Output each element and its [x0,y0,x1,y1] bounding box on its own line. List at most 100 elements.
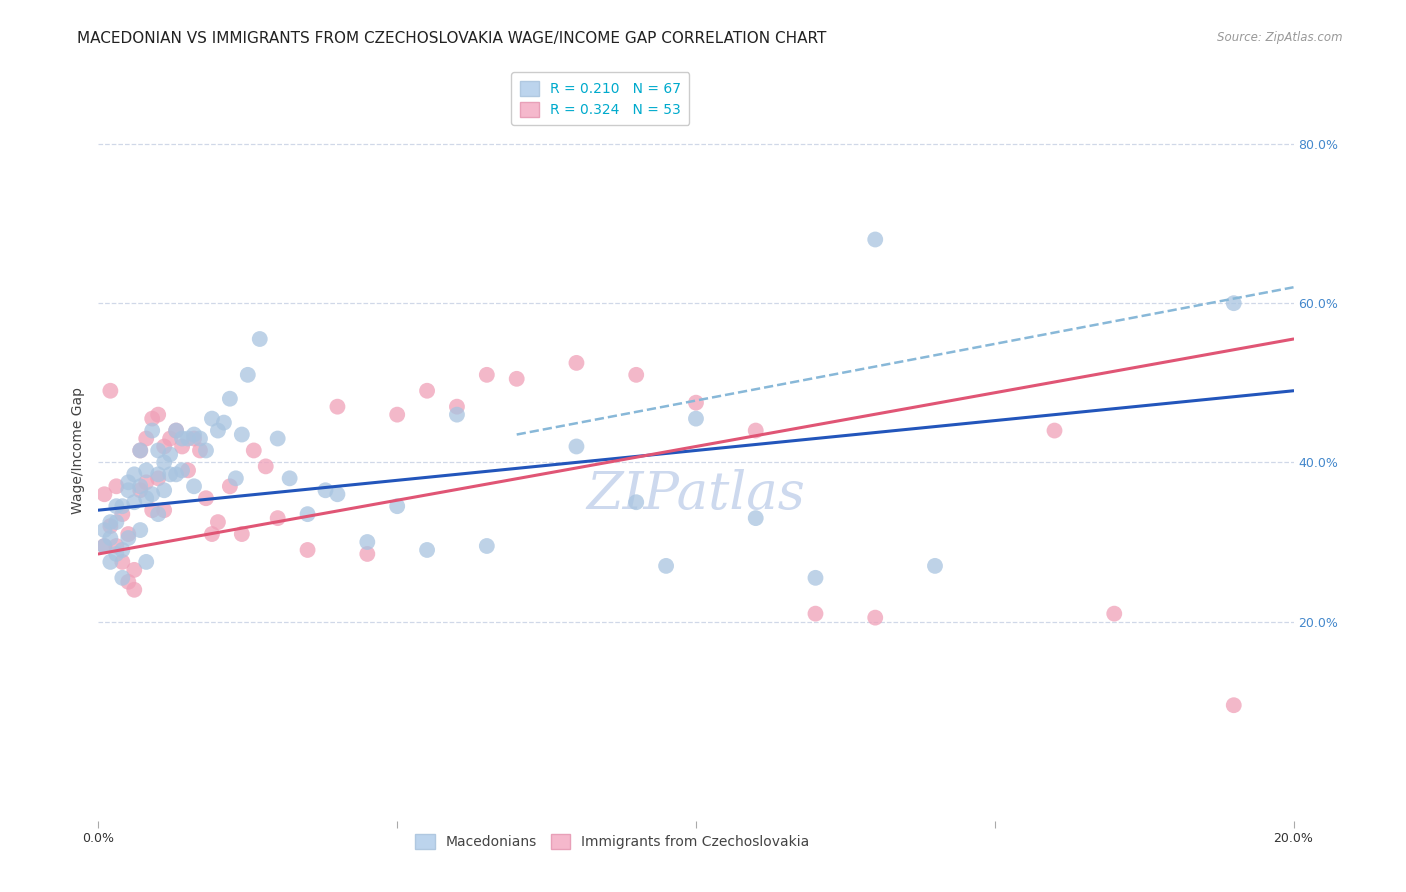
Text: Source: ZipAtlas.com: Source: ZipAtlas.com [1218,31,1343,45]
Point [117,527,139,541]
Point [1223,296,1246,310]
Point [201,411,224,425]
Point [804,607,827,621]
Point [93,539,115,553]
Point [135,432,157,446]
Point [141,503,163,517]
Point [475,368,498,382]
Point [356,535,378,549]
Point [93,539,115,553]
Point [865,610,887,624]
Point [183,427,205,442]
Point [129,483,152,498]
Point [1104,607,1126,621]
Point [111,555,134,569]
Point [356,547,378,561]
Point [201,527,224,541]
Point [141,424,163,438]
Point [165,467,187,482]
Point [135,555,157,569]
Point [416,384,439,398]
Point [565,356,588,370]
Point [219,479,242,493]
Point [105,547,128,561]
Point [475,539,498,553]
Point [135,463,157,477]
Y-axis label: Wage/Income Gap: Wage/Income Gap [72,387,86,514]
Point [685,411,707,425]
Point [172,463,194,477]
Point [148,467,170,482]
Point [804,571,827,585]
Point [231,427,253,442]
Point [105,515,128,529]
Point [98,515,122,529]
Point [98,555,122,569]
Point [446,400,468,414]
Point [385,408,409,422]
Point [745,424,768,438]
Point [148,507,170,521]
Point [278,471,301,485]
Point [297,543,319,558]
Point [129,479,152,493]
Text: ZIPatlas: ZIPatlas [586,469,806,520]
Point [153,503,176,517]
Legend: Macedonians, Immigrants from Czechoslovakia: Macedonians, Immigrants from Czechoslova… [409,828,815,855]
Point [148,471,170,485]
Point [326,487,349,501]
Point [183,432,205,446]
Point [416,543,439,558]
Point [297,507,319,521]
Point [172,432,194,446]
Point [865,232,887,246]
Point [172,440,194,454]
Point [117,531,139,545]
Point [565,440,588,454]
Point [177,463,200,477]
Point [148,408,170,422]
Point [117,483,139,498]
Point [236,368,259,382]
Point [105,499,128,513]
Point [506,372,529,386]
Point [183,479,205,493]
Point [231,527,253,541]
Point [655,558,678,573]
Point [207,424,229,438]
Point [148,443,170,458]
Point [98,531,122,545]
Point [93,487,115,501]
Point [267,511,290,525]
Point [249,332,271,346]
Point [117,574,139,589]
Point [195,491,218,506]
Point [153,440,176,454]
Point [326,400,349,414]
Point [1043,424,1066,438]
Point [315,483,337,498]
Point [1223,698,1246,713]
Point [135,491,157,506]
Point [212,416,235,430]
Point [111,499,134,513]
Point [93,523,115,537]
Point [129,443,152,458]
Point [188,432,211,446]
Point [165,424,187,438]
Point [124,563,146,577]
Point [159,467,181,482]
Point [98,384,122,398]
Point [124,467,146,482]
Point [745,511,768,525]
Point [195,443,218,458]
Point [124,582,146,597]
Point [924,558,946,573]
Point [165,424,187,438]
Point [159,447,181,461]
Point [267,432,290,446]
Point [105,539,128,553]
Point [385,499,409,513]
Point [117,475,139,490]
Point [243,443,266,458]
